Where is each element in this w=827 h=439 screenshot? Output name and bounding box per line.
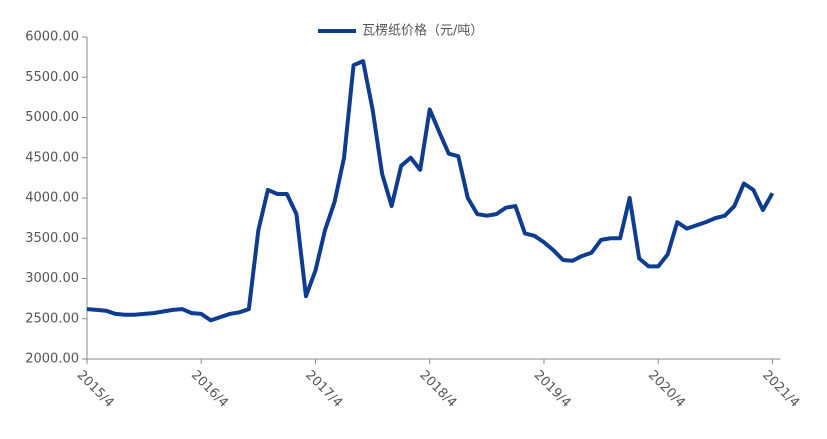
y-tick-label: 5000.00 <box>25 110 79 125</box>
x-tick-label: 2016/4 <box>188 368 231 411</box>
y-tick-label: 3000.00 <box>25 271 79 286</box>
series-line <box>86 59 775 323</box>
legend-label: 瓦楞纸价格（元/吨） <box>362 23 483 39</box>
y-tick-label: 5500.00 <box>25 70 79 85</box>
y-tick-label: 6000.00 <box>25 30 79 45</box>
x-tick-label: 2019/4 <box>531 368 574 411</box>
x-tick-label: 2018/4 <box>416 368 459 411</box>
y-tick-label: 2000.00 <box>25 352 79 367</box>
x-tick-label: 2017/4 <box>302 368 345 411</box>
y-tick-label: 4500.00 <box>25 150 79 165</box>
y-tick-label: 4000.00 <box>25 191 79 206</box>
x-tick-label: 2020/4 <box>645 368 688 411</box>
y-tick-label: 2500.00 <box>25 311 79 326</box>
x-tick-label: 2021/4 <box>759 368 802 411</box>
y-tick-label: 3500.00 <box>25 231 79 246</box>
x-tick-label: 2015/4 <box>74 368 117 411</box>
